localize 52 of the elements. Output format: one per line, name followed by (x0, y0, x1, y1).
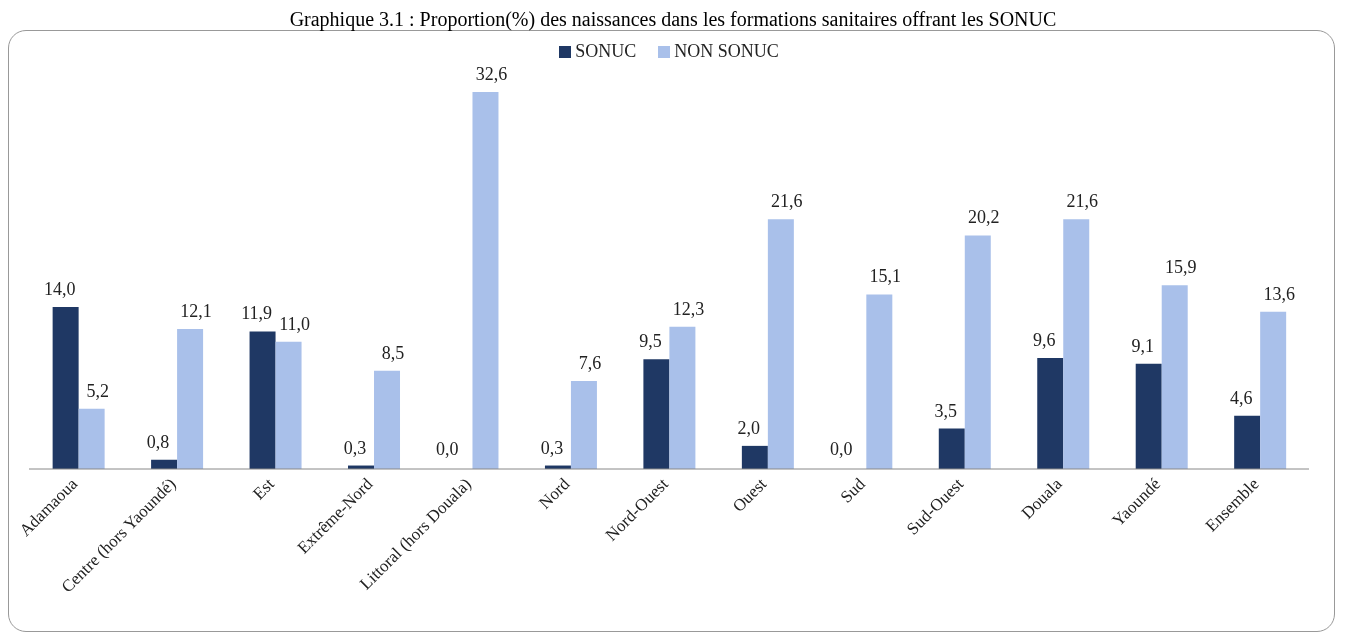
bar (964, 235, 991, 469)
data-label: 7,6 (578, 353, 602, 374)
data-label: 0,3 (343, 437, 367, 458)
data-label: 32,6 (475, 64, 508, 84)
data-label: 3,5 (934, 400, 958, 421)
data-label: 5,2 (86, 380, 109, 401)
data-label: 2,0 (737, 417, 761, 438)
data-label: 20,2 (968, 207, 1000, 228)
data-label: 0,0 (436, 439, 459, 459)
bar (374, 370, 401, 469)
data-label: 15,9 (1164, 257, 1197, 278)
bar (1260, 311, 1287, 469)
data-label: 14,0 (43, 279, 76, 300)
bar (938, 428, 965, 469)
data-label: 21,6 (1066, 191, 1098, 212)
bar (1135, 363, 1162, 469)
legend-label: NON SONUC (673, 41, 779, 62)
data-label: 8,5 (381, 342, 405, 363)
data-label: 9,1 (1131, 335, 1154, 356)
data-label: 21,6 (771, 191, 803, 212)
data-label: 0,0 (829, 439, 853, 459)
bar (472, 92, 499, 469)
bar (1161, 285, 1188, 469)
bar (866, 294, 893, 469)
data-label: 12,1 (180, 301, 212, 322)
legend-label: SONUC (574, 41, 637, 62)
data-label: 9,5 (639, 331, 662, 352)
bar (1037, 357, 1064, 469)
data-label: 4,6 (1229, 387, 1253, 408)
bar (767, 219, 794, 469)
data-label: 11,0 (279, 313, 310, 334)
bar (249, 331, 276, 469)
bar (570, 381, 597, 469)
data-label: 9,6 (1033, 329, 1056, 350)
bar (741, 445, 768, 469)
chart-title: Graphique 3.1 : Proportion(%) des naissances dans les formations sanitaires offrant les SONUC (288, 8, 1058, 30)
bar (275, 341, 302, 469)
bar (177, 329, 204, 469)
data-label: 15,1 (869, 266, 902, 287)
bar (78, 408, 105, 469)
data-label: 13,6 (1263, 283, 1295, 304)
data-label: 0,3 (540, 437, 564, 458)
data-label: 0,8 (146, 431, 170, 452)
x-tick-label: Sud (836, 474, 870, 507)
data-label: 12,3 (672, 298, 705, 319)
bar (52, 307, 79, 469)
bar (1234, 415, 1261, 469)
data-label: 11,9 (241, 303, 272, 324)
x-tick-label: Est (249, 474, 279, 504)
bar (1063, 219, 1090, 469)
bar (669, 326, 696, 469)
bar (643, 359, 670, 469)
